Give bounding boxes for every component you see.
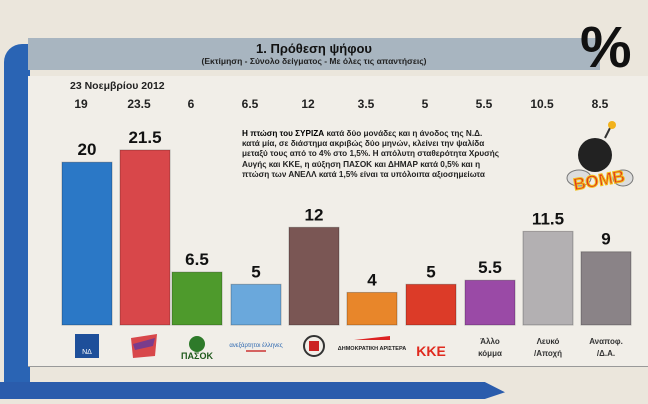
annotation-body: κατά δύο μονάδες και η άνοδος της Ν.Δ. κ… <box>242 129 500 179</box>
percent-sign: % <box>580 15 632 80</box>
bar <box>464 279 516 326</box>
bar <box>61 161 113 326</box>
bar <box>288 226 340 326</box>
bar <box>230 283 282 326</box>
left-decorative-stripe <box>4 44 30 384</box>
bar <box>580 251 632 326</box>
golden-dawn-logo <box>303 335 325 357</box>
value-label: 5.5 <box>478 258 502 277</box>
dimar-logo-stroke <box>354 336 390 340</box>
pasok-sun-icon <box>189 336 205 352</box>
previous-value-label: 8.5 <box>592 97 609 111</box>
value-label: 5 <box>251 262 260 281</box>
bar <box>346 291 398 326</box>
bomb-icon: BOMB <box>566 121 634 195</box>
bar <box>405 283 457 326</box>
previous-date-label: 23 Νοεμβρίου 2012 <box>70 80 165 92</box>
dimar-logo-text: ΔΗΜΟΚΡΑΤΙΚΗ ΑΡΙΣΤΕΡΑ <box>338 346 406 352</box>
previous-value-label: 5 <box>422 97 429 111</box>
value-label: 12 <box>305 205 324 224</box>
previous-value-label: 6 <box>188 97 195 111</box>
value-label: 21.5 <box>128 128 161 147</box>
syriza-logo-band <box>133 338 155 350</box>
chart-header: 1. Πρόθεση ψήφου (Εκτίμηση - Σύνολο δείγ… <box>28 38 600 70</box>
previous-value-label: 23.5 <box>127 97 151 111</box>
chart-subtitle: (Εκτίμηση - Σύνολο δείγματος - Με όλες τ… <box>201 56 427 66</box>
anel-logo-text: ανεξάρτητοι έλληνες <box>229 342 282 349</box>
value-label: 9 <box>601 230 610 249</box>
chart-title: 1. Πρόθεση ψήφου <box>255 41 372 56</box>
annotation-bold: Η πτώση του ΣΥΡΙΖΑ <box>242 129 325 138</box>
bar <box>171 271 223 326</box>
golden-dawn-meander-icon <box>309 341 319 351</box>
previous-value-label: 6.5 <box>242 97 259 111</box>
kke-logo-text: ΚΚΕ <box>416 343 446 359</box>
nd-logo <box>75 334 99 358</box>
nd-logo-text: ΝΔ <box>82 349 92 356</box>
value-label: 20 <box>78 140 97 159</box>
previous-value-label: 19 <box>74 97 88 111</box>
bar <box>522 230 574 326</box>
previous-value-label: 3.5 <box>358 97 375 111</box>
previous-value-label: 12 <box>301 97 315 111</box>
bar <box>119 149 171 326</box>
value-label: 11.5 <box>532 209 564 228</box>
annotation-text: Η πτώση του ΣΥΡΙΖΑ κατά δύο μονάδες και … <box>242 129 502 180</box>
value-label: 6.5 <box>185 250 209 269</box>
value-label: 4 <box>367 270 377 289</box>
value-label: 5 <box>426 262 435 281</box>
category-label: /Δ.Α. <box>597 349 615 358</box>
previous-value-label: 10.5 <box>530 97 554 111</box>
category-label: Αναποφ. <box>589 337 623 346</box>
bottom-decorative-stripe <box>0 382 505 399</box>
pasok-logo-text: ΠΑΣΟΚ <box>181 351 213 361</box>
category-label: Άλλο <box>480 337 500 346</box>
category-label: Λευκό <box>537 337 560 346</box>
category-label: /Αποχή <box>534 349 562 358</box>
previous-value-label: 5.5 <box>476 97 493 111</box>
category-label: κόμμα <box>478 349 502 358</box>
